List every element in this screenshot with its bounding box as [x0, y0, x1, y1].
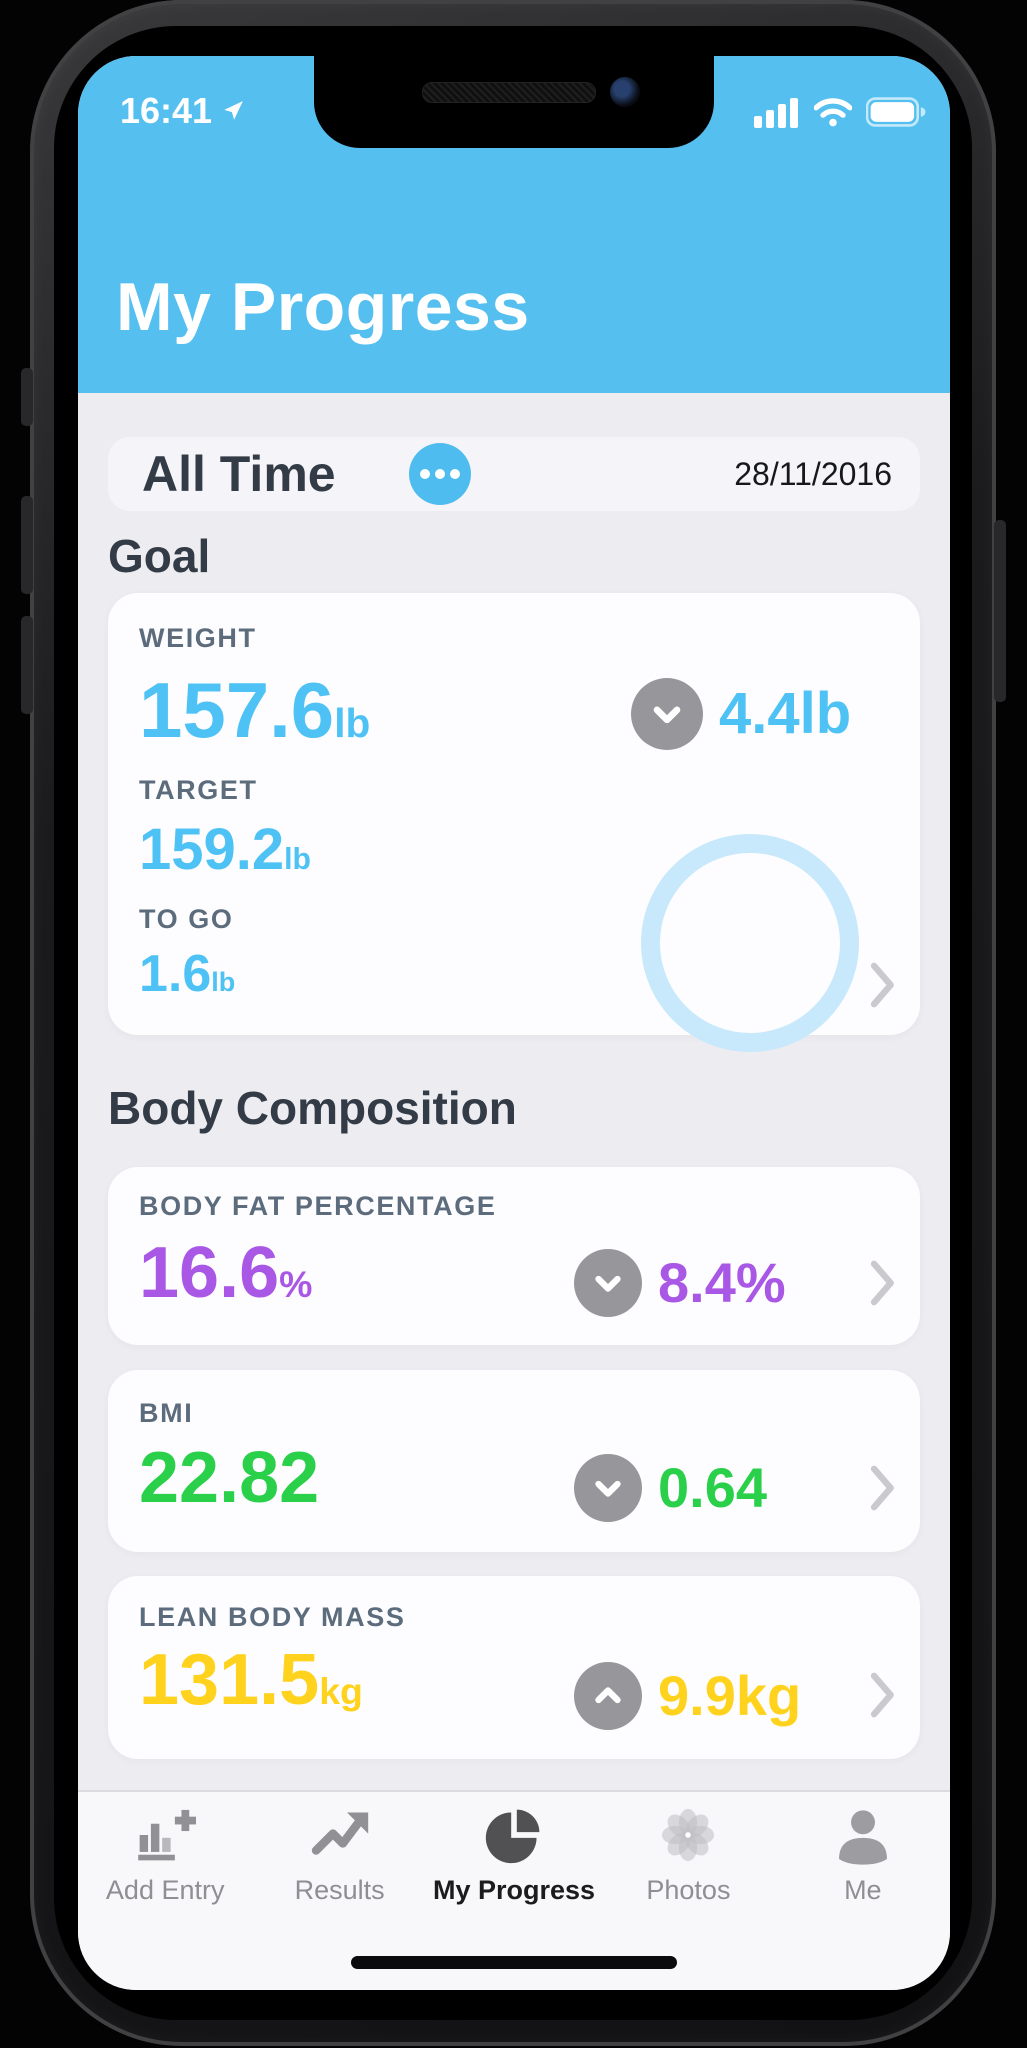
home-indicator[interactable] — [351, 1956, 677, 1969]
status-bar-icons — [754, 96, 926, 128]
period-label: All Time — [142, 446, 336, 502]
goal-section-title: Goal — [108, 530, 211, 582]
tab-label: My Progress — [432, 1875, 596, 1905]
trend-arrow-icon — [311, 1812, 368, 1855]
bmi-label: BMI — [139, 1398, 194, 1428]
power-button[interactable] — [994, 520, 1006, 702]
pie-chart-icon — [485, 1809, 540, 1864]
trend-up-icon — [574, 1662, 642, 1730]
period-date: 28/11/2016 — [734, 456, 892, 492]
person-icon — [838, 1810, 887, 1865]
body-fat-value: 16.6% — [139, 1233, 313, 1313]
chevron-right-icon — [870, 962, 894, 1008]
volume-up-button[interactable] — [21, 496, 33, 594]
bar-chart-plus-icon — [138, 1809, 197, 1861]
target-value: 159.2lb — [139, 817, 311, 882]
app-header: My Progress — [78, 56, 950, 393]
page-title: My Progress — [116, 269, 530, 345]
trend-down-icon — [574, 1454, 642, 1522]
tab-my-progress[interactable]: My Progress — [427, 1792, 601, 1990]
battery-icon — [866, 97, 926, 127]
target-label: TARGET — [139, 775, 258, 805]
ellipsis-icon — [420, 469, 430, 479]
lean-body-mass-value: 131.5kg — [139, 1640, 363, 1720]
chevron-right-icon — [870, 1672, 894, 1718]
volume-down-button[interactable] — [21, 616, 33, 714]
wifi-icon — [814, 98, 852, 127]
body-fat-label: BODY FAT PERCENTAGE — [139, 1191, 497, 1221]
trend-down-icon — [574, 1249, 642, 1317]
tab-add-entry[interactable]: Add Entry — [78, 1792, 252, 1990]
weight-value: 157.6lb — [139, 666, 371, 754]
bmi-delta: 0.64 — [574, 1454, 767, 1522]
location-arrow-icon — [224, 101, 243, 120]
weight-delta: 4.4lb — [631, 678, 851, 750]
speaker-grille — [422, 82, 596, 103]
to-go-value: 1.6lb — [139, 945, 236, 1003]
bmi-card[interactable]: BMI 22.82 0.64 — [108, 1370, 920, 1552]
body-fat-delta: 8.4% — [574, 1249, 786, 1317]
tab-label: Results — [294, 1875, 385, 1905]
tab-bar: Add Entry Results My Progress — [78, 1790, 950, 1990]
lean-body-mass-delta: 9.9kg — [574, 1662, 801, 1730]
bmi-value: 22.82 — [139, 1438, 320, 1518]
tab-photos[interactable]: Photos — [601, 1792, 775, 1990]
tab-label: Photos — [646, 1875, 731, 1905]
signal-icon — [754, 98, 798, 128]
status-bar-time: 16:41 — [120, 90, 245, 132]
period-selector-bar: All Time 28/11/2016 — [108, 437, 920, 511]
phone-screen: My Progress 16:41 All Time — [78, 56, 950, 1990]
flower-icon — [662, 1808, 715, 1862]
lean-body-mass-label: LEAN BODY MASS — [139, 1602, 406, 1632]
to-go-label: TO GO — [139, 904, 234, 934]
tab-me[interactable]: Me — [776, 1792, 950, 1990]
mute-switch[interactable] — [21, 368, 33, 426]
weight-label: WEIGHT — [139, 623, 257, 653]
tab-label: Add Entry — [105, 1875, 225, 1905]
lean-body-mass-card[interactable]: LEAN BODY MASS 131.5kg 9.9kg — [108, 1576, 920, 1759]
body-fat-card[interactable]: BODY FAT PERCENTAGE 16.6% 8.4% — [108, 1167, 920, 1345]
trend-down-icon — [631, 678, 703, 750]
chevron-right-icon — [870, 1260, 894, 1306]
goal-progress-ring — [641, 834, 859, 1052]
tab-label: Me — [844, 1875, 882, 1905]
tab-results[interactable]: Results — [252, 1792, 426, 1990]
front-camera — [610, 77, 640, 107]
notch — [314, 56, 714, 148]
body-composition-section-title: Body Composition — [108, 1082, 517, 1134]
chevron-right-icon — [870, 1465, 894, 1511]
period-options-button[interactable] — [409, 443, 471, 505]
goal-card[interactable]: WEIGHT 157.6lb 4.4lb TARGET 159.2lb TO G… — [108, 593, 920, 1052]
